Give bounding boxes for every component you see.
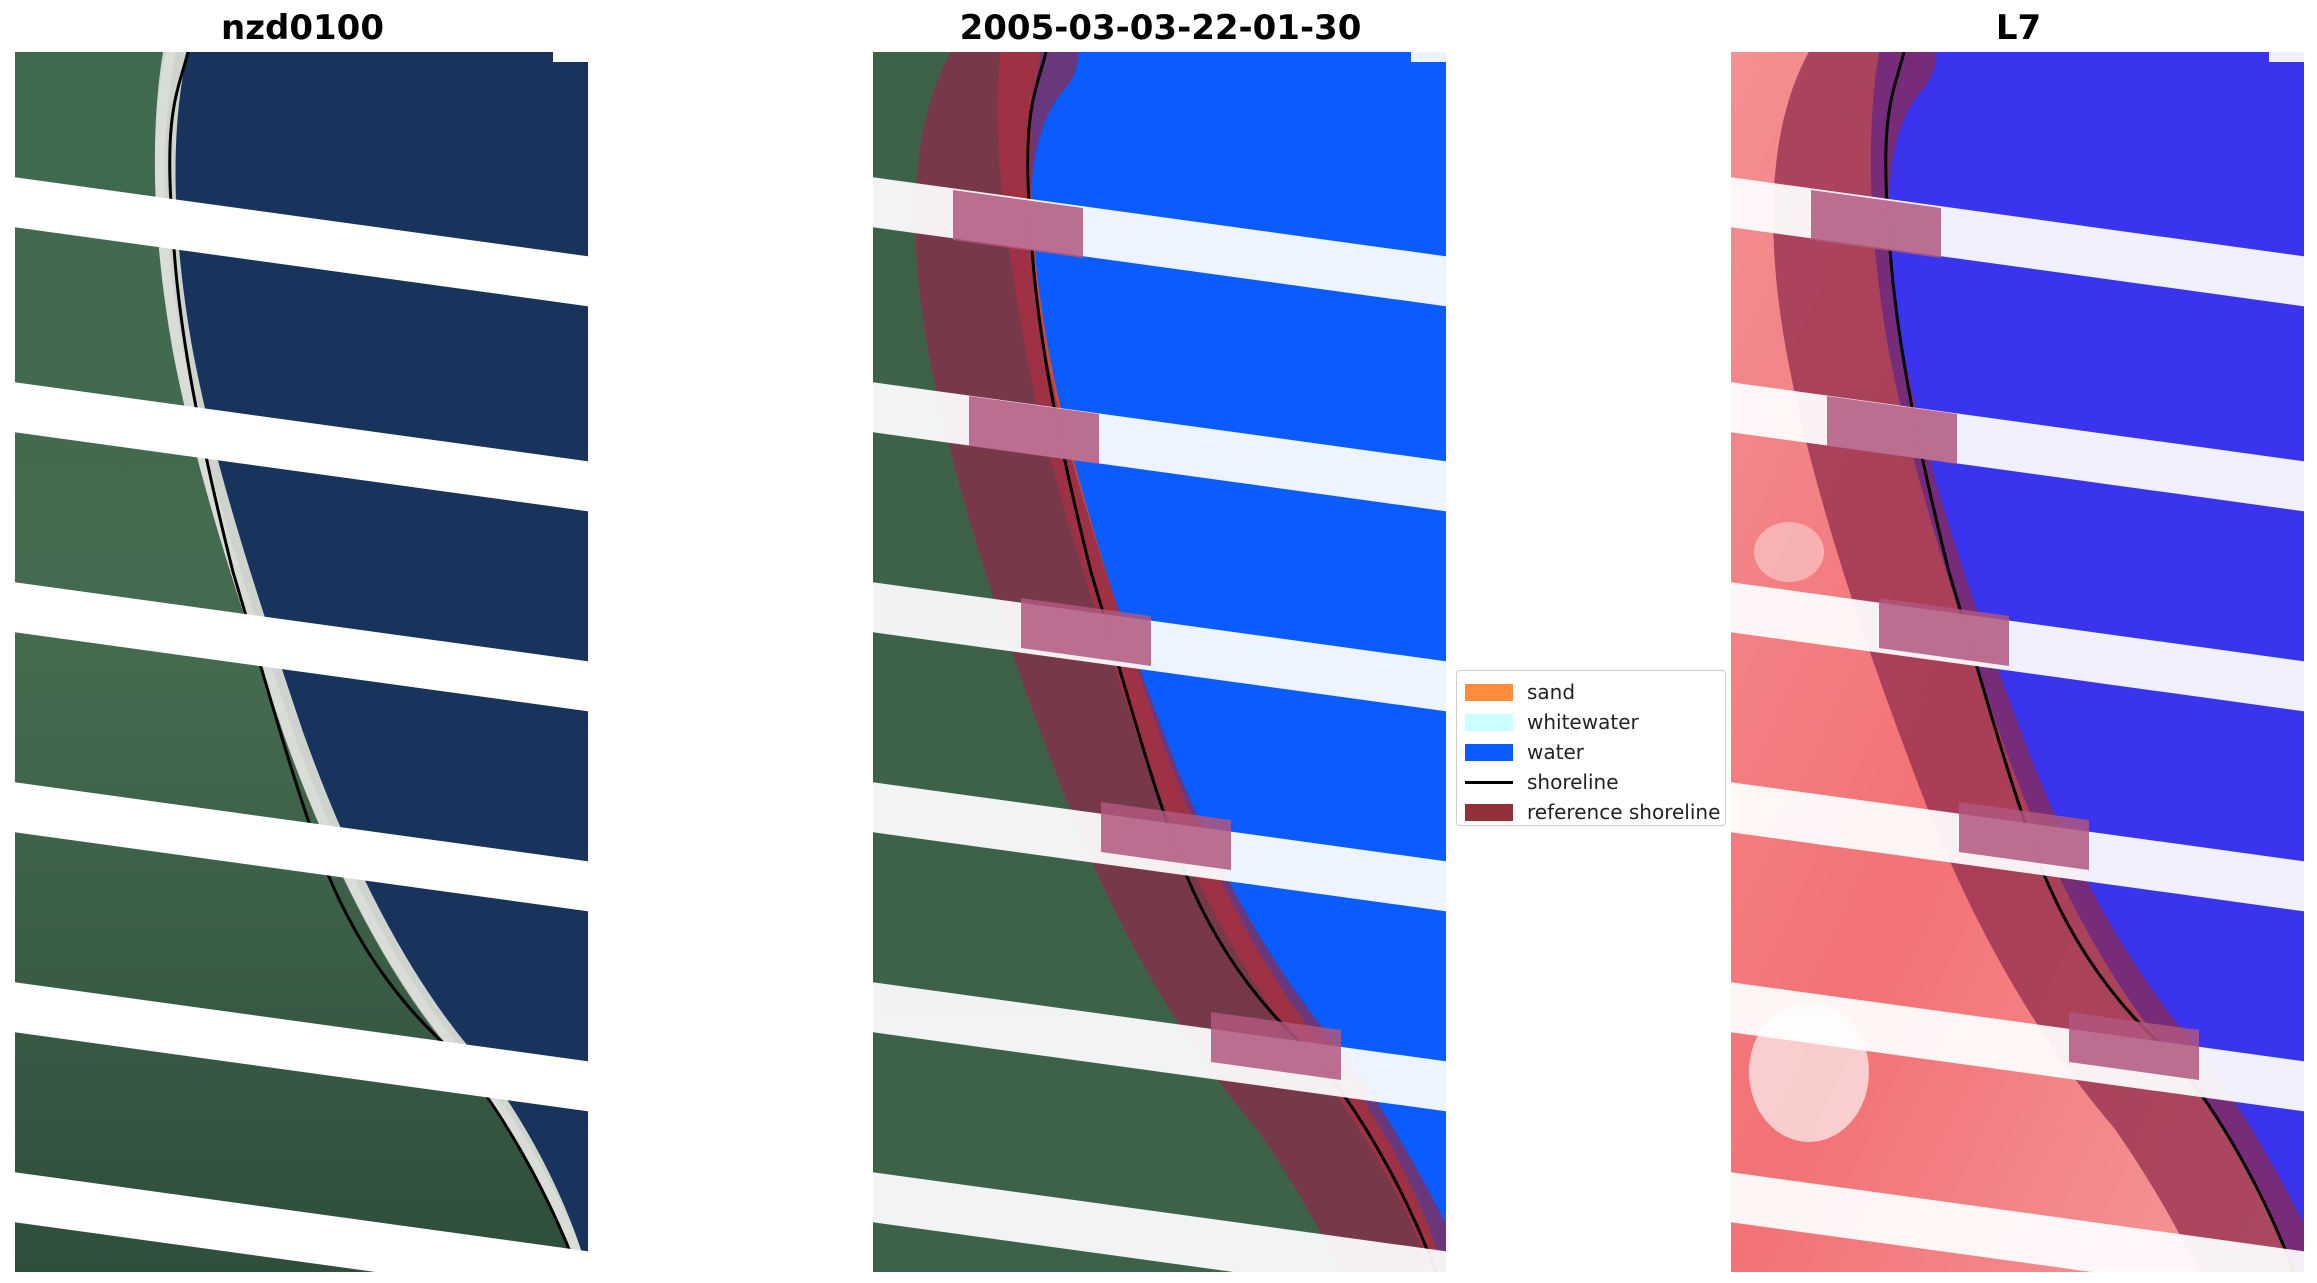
legend-swatch-reference-shoreline (1465, 803, 1513, 821)
legend-item-sand: sand (1465, 677, 1717, 707)
legend-line-shoreline (1465, 780, 1513, 784)
scanline-gaps (13, 52, 593, 1272)
legend-swatch-whitewater (1465, 713, 1513, 731)
legend-item-whitewater: whitewater (1465, 707, 1717, 737)
legend-label-water: water (1527, 740, 1584, 764)
legend-item-shoreline: shoreline (1465, 767, 1717, 797)
classified-image (871, 52, 1451, 1272)
legend-item-water: water (1465, 737, 1717, 767)
rgb-satellite-image (13, 52, 593, 1272)
legend-swatch-sand (1465, 683, 1513, 701)
legend-label-sand: sand (1527, 680, 1576, 704)
legend-label-whitewater: whitewater (1527, 710, 1639, 734)
panel-title-rgb: nzd0100 (221, 8, 384, 48)
legend-label-reference-shoreline: reference shoreline (1527, 800, 1721, 824)
reference-band-over-gaps (953, 190, 1341, 1080)
panel-title-classified: 2005-03-03-22-01-30 (959, 8, 1362, 48)
reference-band-over-gaps (1811, 190, 2199, 1080)
legend: sand whitewater water shoreline referenc… (1456, 670, 1726, 826)
legend-label-shoreline: shoreline (1527, 770, 1619, 794)
panel-title-index: L7 (1995, 8, 2042, 48)
water-index-image (1729, 52, 2309, 1272)
legend-swatch-water (1465, 743, 1513, 761)
legend-item-reference-shoreline: reference shoreline (1465, 797, 1721, 827)
